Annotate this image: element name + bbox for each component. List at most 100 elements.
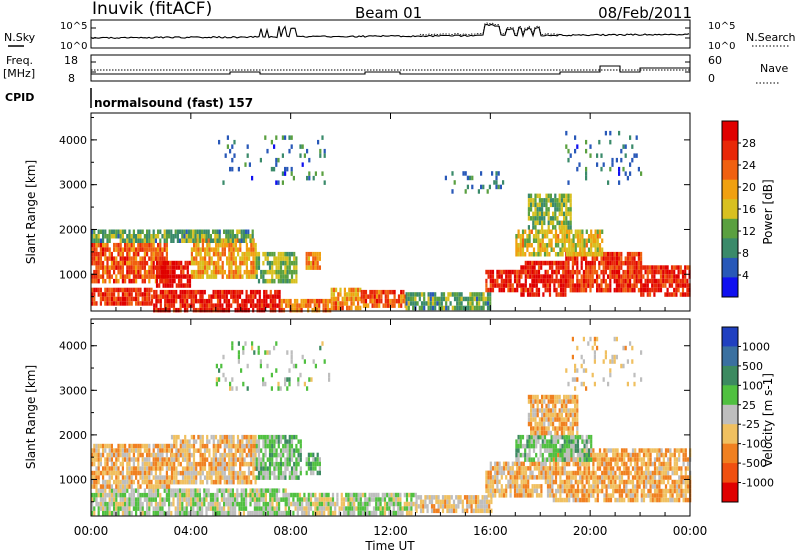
power-cell bbox=[117, 229, 120, 234]
velocity-cell bbox=[592, 484, 595, 489]
power-cell bbox=[651, 274, 654, 279]
velocity-cell bbox=[195, 470, 198, 476]
power-cell bbox=[534, 211, 537, 217]
velocity-cell bbox=[194, 488, 197, 493]
velocity-cell bbox=[483, 504, 486, 509]
velocity-cell bbox=[603, 470, 606, 476]
power-cell bbox=[389, 298, 392, 304]
power-cell bbox=[598, 287, 601, 293]
velocity-cell bbox=[212, 479, 215, 485]
velocity-cell bbox=[295, 470, 298, 476]
power-cell bbox=[567, 260, 570, 266]
velocity-cell bbox=[554, 470, 558, 476]
power-cell bbox=[563, 211, 566, 217]
velocity-cell bbox=[232, 439, 235, 444]
velocity-cell bbox=[186, 466, 189, 471]
velocity-cell bbox=[187, 510, 190, 516]
velocity-cell bbox=[181, 466, 185, 471]
velocity-cell bbox=[323, 492, 326, 498]
power-cell bbox=[675, 274, 678, 279]
power-cell bbox=[559, 278, 563, 284]
power-cell bbox=[598, 139, 601, 145]
velocity-cell bbox=[201, 466, 204, 471]
velocity-cell bbox=[106, 461, 109, 467]
velocity-cell bbox=[290, 452, 294, 458]
power-cell bbox=[531, 274, 534, 279]
power-cell bbox=[538, 207, 541, 212]
power-cell bbox=[635, 251, 638, 257]
power-cell bbox=[143, 296, 146, 302]
velocity-cell bbox=[284, 448, 287, 453]
power-cell bbox=[397, 303, 401, 308]
velocity-cell bbox=[241, 461, 244, 467]
velocity-cell bbox=[273, 470, 276, 476]
power-cell bbox=[247, 234, 250, 239]
velocity-cell bbox=[102, 475, 105, 480]
power-cell bbox=[143, 238, 146, 243]
velocity-cell bbox=[236, 479, 240, 485]
power-cell bbox=[212, 229, 215, 234]
power-cell bbox=[498, 283, 501, 288]
power-cell bbox=[563, 193, 566, 199]
power-cell bbox=[613, 256, 616, 261]
velocity-cell bbox=[636, 461, 639, 467]
velocity-cell bbox=[232, 466, 235, 471]
power-cell bbox=[175, 265, 178, 270]
velocity-cell bbox=[157, 484, 160, 489]
velocity-cell bbox=[121, 506, 124, 511]
power-cell bbox=[141, 296, 144, 302]
power-cell bbox=[526, 260, 530, 266]
velocity-cell bbox=[170, 457, 174, 462]
velocity-cell bbox=[351, 501, 354, 507]
power-cell bbox=[548, 238, 551, 243]
velocity-cell bbox=[165, 497, 168, 502]
velocity-cell bbox=[565, 484, 569, 489]
velocity-cell bbox=[623, 452, 626, 458]
velocity-cell bbox=[275, 488, 278, 493]
velocity-cell bbox=[139, 466, 142, 471]
power-cell bbox=[543, 216, 546, 221]
power-cell bbox=[159, 294, 162, 299]
power-cell bbox=[581, 234, 584, 239]
power-cell bbox=[159, 238, 162, 243]
velocity-band bbox=[170, 434, 257, 485]
velocity-cell bbox=[277, 452, 280, 458]
velocity-cell bbox=[231, 501, 234, 507]
velocity-cell bbox=[183, 497, 186, 502]
power-cell bbox=[624, 278, 627, 284]
velocity-cell bbox=[115, 452, 118, 458]
velocity-cell bbox=[574, 497, 577, 503]
power-cell bbox=[201, 247, 204, 252]
velocity-cell bbox=[540, 484, 543, 489]
power-cell bbox=[626, 256, 629, 261]
power-cell bbox=[208, 294, 211, 299]
velocity-cell bbox=[647, 448, 650, 453]
power-cell bbox=[208, 307, 211, 313]
velocity-cell bbox=[148, 479, 151, 485]
power-cell bbox=[201, 260, 204, 266]
velocity-cell bbox=[241, 439, 244, 444]
power-cell bbox=[288, 148, 291, 154]
power-cell bbox=[121, 260, 124, 266]
power-cell bbox=[594, 229, 597, 234]
power-cell bbox=[359, 296, 362, 302]
velocity-cell bbox=[91, 479, 94, 485]
velocity-cell bbox=[483, 495, 486, 500]
velocity-cell bbox=[269, 497, 272, 502]
velocity-cell bbox=[290, 492, 293, 498]
velocity-cell bbox=[629, 488, 632, 494]
velocity-cell bbox=[430, 499, 434, 505]
power-cell bbox=[386, 298, 390, 304]
power-cell bbox=[201, 294, 204, 299]
velocity-cell bbox=[184, 452, 187, 458]
velocity-cell bbox=[314, 461, 317, 467]
velocity-cell bbox=[511, 461, 514, 467]
power-cell bbox=[469, 296, 472, 302]
power-cell bbox=[322, 298, 325, 304]
power-cell bbox=[204, 238, 207, 243]
power-cell bbox=[507, 269, 510, 275]
power-cell bbox=[502, 180, 505, 185]
velocity-cell bbox=[227, 501, 230, 507]
power-cell bbox=[170, 298, 173, 304]
velocity-cell bbox=[605, 461, 608, 467]
